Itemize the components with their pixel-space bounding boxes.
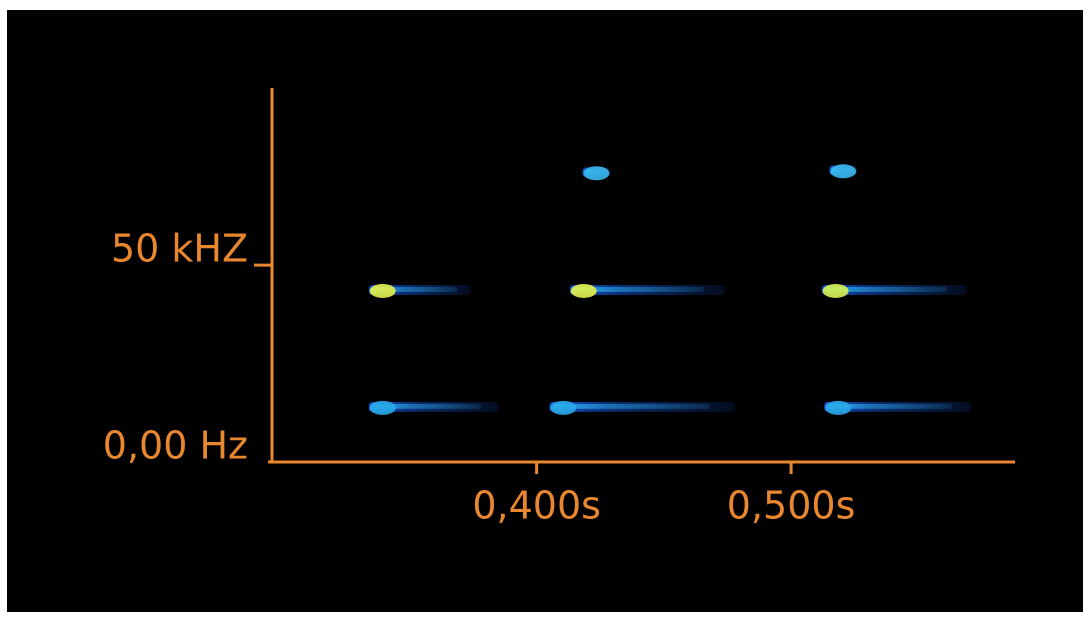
background <box>7 10 1083 612</box>
energy <box>825 400 852 415</box>
call-segment <box>824 400 972 415</box>
call-segment <box>821 283 967 298</box>
energy <box>823 286 947 292</box>
energy <box>570 283 597 298</box>
y-tick-label: 50 kHZ <box>111 227 248 271</box>
energy <box>583 166 610 181</box>
call-segment <box>829 164 858 179</box>
x-tick-label: 0,400s <box>472 484 601 528</box>
call-segment <box>569 283 725 298</box>
energy <box>551 403 710 409</box>
call-segment <box>368 283 471 298</box>
energy <box>826 403 952 409</box>
y-tick-label: 0,00 Hz <box>103 424 248 468</box>
energy <box>370 403 481 409</box>
energy <box>550 400 577 415</box>
call-segment <box>549 400 736 415</box>
energy <box>822 283 849 298</box>
energy <box>369 283 396 298</box>
x-tick-label: 0,500s <box>727 484 856 528</box>
energy <box>571 286 704 292</box>
energy <box>830 164 857 179</box>
energy <box>369 400 396 415</box>
call-segment <box>582 166 611 181</box>
call-segment <box>368 400 499 415</box>
